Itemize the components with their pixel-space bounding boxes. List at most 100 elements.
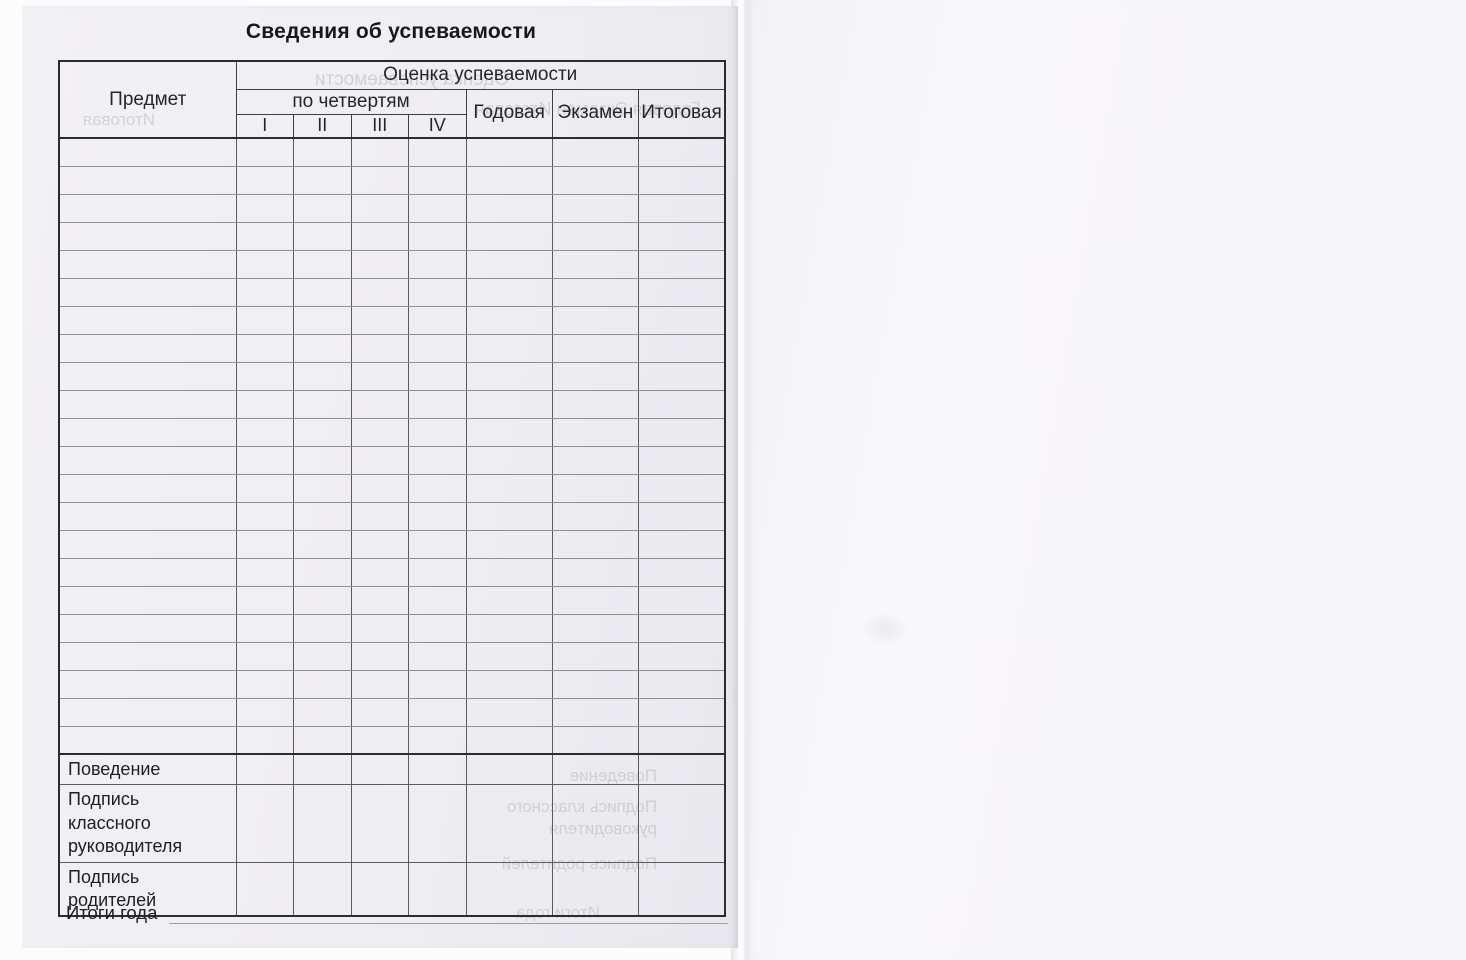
grade-cell xyxy=(408,361,467,391)
grade-cell xyxy=(408,473,467,503)
grade-cell xyxy=(638,277,726,307)
grade-row xyxy=(58,697,726,727)
signature-cell xyxy=(408,861,467,917)
grade-cell xyxy=(638,249,726,279)
table-header: Предмет Оценка успеваемости по четвертям… xyxy=(58,60,726,139)
grade-cell xyxy=(465,221,553,251)
signature-cell xyxy=(551,753,640,786)
signature-cell xyxy=(551,861,640,917)
grade-cell xyxy=(408,529,467,559)
grade-cell xyxy=(350,697,409,727)
grade-cell xyxy=(638,473,726,503)
class-teacher-signature-row: Подпись классного руководителя xyxy=(58,784,726,863)
subject-cell xyxy=(58,697,237,727)
grade-cell xyxy=(465,557,553,587)
grade-cell xyxy=(350,585,409,615)
grade-cell xyxy=(350,389,409,419)
grade-cell xyxy=(638,501,726,531)
grade-cell xyxy=(638,585,726,615)
grade-cell xyxy=(551,333,640,363)
grade-cell xyxy=(408,137,467,167)
grade-cell xyxy=(293,361,352,391)
subject-cell xyxy=(58,277,237,307)
grade-cell xyxy=(551,445,640,475)
signature-cell xyxy=(235,753,294,786)
subject-cell xyxy=(58,165,237,195)
empty-grade-grid xyxy=(58,137,726,755)
grade-cell xyxy=(465,697,553,727)
grade-cell xyxy=(551,557,640,587)
grade-cell xyxy=(465,389,553,419)
signature-cell xyxy=(465,784,553,863)
grade-cell xyxy=(638,361,726,391)
parents-signature-row-label: Подпись родителей xyxy=(58,861,237,917)
grade-cell xyxy=(638,697,726,727)
grade-cell xyxy=(465,417,553,447)
grade-cell xyxy=(408,277,467,307)
grade-cell xyxy=(638,221,726,251)
grade-cell xyxy=(235,585,294,615)
grade-cell xyxy=(465,445,553,475)
grade-row xyxy=(58,445,726,475)
behavior-row: Поведение xyxy=(58,753,726,786)
subject-cell xyxy=(58,725,237,755)
grade-cell xyxy=(408,585,467,615)
grade-cell xyxy=(465,249,553,279)
grade-cell xyxy=(235,193,294,223)
grade-cell xyxy=(235,697,294,727)
grade-cell xyxy=(235,557,294,587)
grade-row xyxy=(58,725,726,755)
grade-cell xyxy=(350,641,409,671)
subject-cell xyxy=(58,445,237,475)
grade-cell xyxy=(293,305,352,335)
grade-cell xyxy=(465,333,553,363)
right-page-blank xyxy=(744,0,1466,960)
grade-cell xyxy=(293,445,352,475)
grade-cell xyxy=(551,361,640,391)
parents-signature-row: Подпись родителей xyxy=(58,861,726,917)
grade-cell xyxy=(465,585,553,615)
grade-cell xyxy=(551,669,640,699)
signature-cell xyxy=(638,861,726,917)
grade-cell xyxy=(638,305,726,335)
grade-cell xyxy=(235,641,294,671)
grade-cell xyxy=(350,221,409,251)
grade-cell xyxy=(551,529,640,559)
col-header-quarter-II: II xyxy=(293,113,352,139)
grade-cell xyxy=(551,389,640,419)
grade-cell xyxy=(235,417,294,447)
grade-row xyxy=(58,305,726,335)
grade-row xyxy=(58,249,726,279)
subject-cell xyxy=(58,641,237,671)
grade-cell xyxy=(235,669,294,699)
grade-cell xyxy=(293,529,352,559)
subject-cell xyxy=(58,669,237,699)
grade-cell xyxy=(293,333,352,363)
grade-row xyxy=(58,277,726,307)
year-totals-blank-line xyxy=(169,902,728,924)
grade-cell xyxy=(465,473,553,503)
grade-cell xyxy=(293,221,352,251)
grade-cell xyxy=(293,669,352,699)
grade-cell xyxy=(350,361,409,391)
grade-cell xyxy=(235,501,294,531)
grade-cell xyxy=(465,165,553,195)
grade-cell xyxy=(350,417,409,447)
grade-cell xyxy=(465,529,553,559)
grade-cell xyxy=(638,641,726,671)
grade-cell xyxy=(350,725,409,755)
grade-cell xyxy=(465,305,553,335)
grade-cell xyxy=(408,389,467,419)
grade-cell xyxy=(551,277,640,307)
subject-cell xyxy=(58,585,237,615)
grade-cell xyxy=(293,697,352,727)
grade-cell xyxy=(638,333,726,363)
col-header-final: Итоговая xyxy=(638,88,726,139)
grade-cell xyxy=(551,585,640,615)
grade-row xyxy=(58,557,726,587)
subject-cell xyxy=(58,557,237,587)
grade-cell xyxy=(638,137,726,167)
grade-cell xyxy=(235,473,294,503)
signature-section: Поведение Подпись классного руководителя П… xyxy=(58,753,726,917)
grade-cell xyxy=(551,193,640,223)
